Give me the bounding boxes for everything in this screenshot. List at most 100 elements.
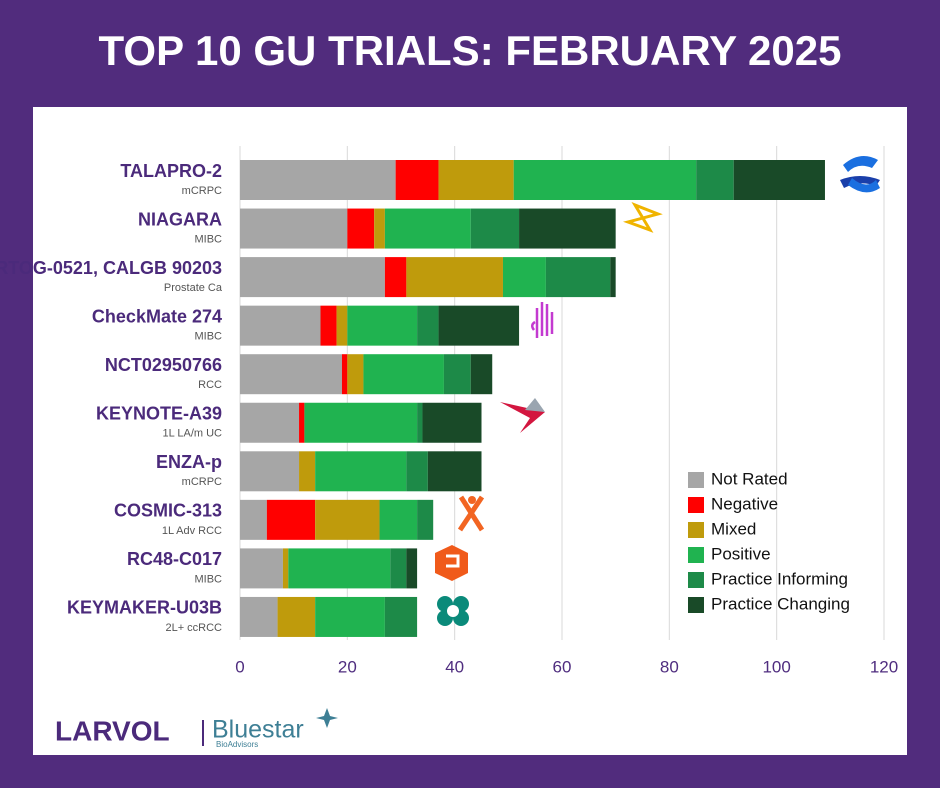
legend-label: Practice Informing [711,569,848,588]
category-subtitle: MIBC [195,233,223,245]
bar-segment [315,596,385,637]
bar-segment [266,499,316,540]
bar-segment [240,354,342,395]
bar-segment [438,305,520,346]
category-subtitle: MIBC [195,331,223,343]
bar-segment [395,160,439,200]
footer-partner: Bluestar [212,716,304,744]
category-label: NCT02950766 [105,355,222,375]
bar-segment [422,402,482,443]
chart-title: TOP 10 GU TRIALS: FEBRUARY 2025 [99,27,842,74]
legend-label: Practice Changing [711,594,850,613]
bar-segment [417,499,434,540]
bar-segment [240,305,321,346]
category-label: NIAGARA [138,209,222,229]
category-label: KEYNOTE-A39 [96,404,222,424]
bar-segment [545,257,611,298]
bar-segment [406,548,418,589]
bar-segment [427,451,482,492]
bar-segment [320,305,337,346]
legend-swatch [688,572,704,588]
bar-segment [240,451,300,492]
category-subtitle: Prostate Ca [164,282,223,294]
legend-label: Negative [711,494,778,513]
bar-segment [347,305,418,346]
bar-segment [347,208,375,249]
category-subtitle: 1L LA/m UC [162,428,222,440]
bar-segment [438,160,514,200]
category-label: KEYMAKER-U03B [67,598,222,618]
bar-segment [288,548,391,589]
category-label: CheckMate 274 [92,306,222,326]
bar-segment [282,548,289,589]
legend-label: Mixed [711,519,756,538]
bar-segment [610,257,616,298]
legend-swatch [688,597,704,613]
legend-label: Positive [711,544,771,563]
footer-partner-sub: BioAdvisors [216,740,258,749]
bar-segment [240,257,385,298]
bar-segment [240,596,278,637]
x-tick-label: 40 [445,657,464,676]
bar-segment [406,257,503,298]
legend-swatch [688,522,704,538]
legend-swatch [688,472,704,488]
bar-segment [341,354,348,395]
legend-swatch [688,497,704,513]
bar-segment [240,160,396,200]
bar-segment [513,160,697,200]
bar-segment [470,208,520,249]
category-subtitle: 2L+ ccRCC [165,622,222,634]
bar-segment [240,208,348,249]
bar-segment [384,257,407,298]
bar-segment [277,596,316,637]
bar-segment [417,305,439,346]
bar-segment [374,208,385,249]
bar-segment [379,499,418,540]
plot-area: 0 20 40 60 80 100 120 TALAPRO-2 mCRPC NIAGARA MIBC… [0,146,898,676]
category-label: ENZA-p [156,452,222,472]
x-tick-label: 60 [553,657,572,676]
bar-segment [443,354,471,395]
category-label: COSMIC-313 [114,501,222,521]
bar-segment [519,208,616,249]
x-tick-label: 0 [235,657,244,676]
bar-segment [315,499,380,540]
category-subtitle: RCC [198,379,222,391]
bar-segment [347,354,364,395]
x-tick-label: 120 [870,657,898,676]
bar-segment [502,257,546,298]
category-label: TALAPRO-2 [120,161,222,181]
logos [435,156,880,626]
bar-segment [336,305,348,346]
category-label: RTOG-0521, CALGB 90203 [0,258,222,278]
bar-segment [417,402,423,443]
bar-segment [315,451,407,492]
x-tick-label: 80 [660,657,679,676]
bar-segment [733,160,825,200]
bar-segment [299,402,305,443]
category-subtitle: mCRPC [182,185,222,197]
bar-segment [384,208,471,249]
bar-segment [384,596,418,637]
bar-segment [470,354,493,395]
footer-brand: LARVOL [55,715,170,746]
legend-label: Not Rated [711,469,788,488]
x-tick-label: 20 [338,657,357,676]
bar-segment [299,451,316,492]
star-logo [316,708,338,728]
bar-segment [240,402,300,443]
bar-segment [390,548,407,589]
bar-segment [240,499,267,540]
bar-segment [304,402,418,443]
bar-segment [240,548,283,589]
category-label: RC48-C017 [127,549,222,569]
bar-segment [696,160,734,200]
category-subtitle: 1L Adv RCC [162,525,222,537]
x-tick-label: 100 [762,657,790,676]
legend-swatch [688,547,704,563]
category-subtitle: mCRPC [182,476,222,488]
bar-segment [363,354,444,395]
category-subtitle: MIBC [195,573,223,585]
